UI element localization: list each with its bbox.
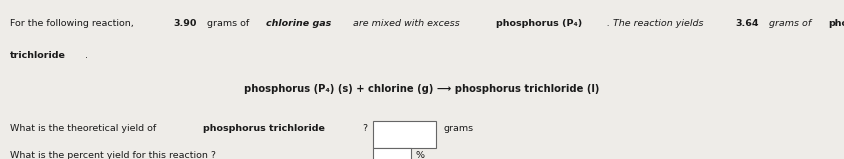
Text: phosphorus: phosphorus — [828, 19, 844, 28]
Text: phosphorus trichloride: phosphorus trichloride — [203, 124, 325, 133]
Text: are mixed with excess: are mixed with excess — [350, 19, 463, 28]
Text: . The reaction yields: . The reaction yields — [607, 19, 706, 28]
Text: .: . — [82, 51, 89, 60]
Text: 3.64: 3.64 — [735, 19, 759, 28]
Text: trichloride: trichloride — [10, 51, 66, 60]
Bar — [373, 121, 436, 148]
Text: chlorine gas: chlorine gas — [266, 19, 332, 28]
Text: 3.90: 3.90 — [174, 19, 197, 28]
Text: What is the percent yield for this reaction ?: What is the percent yield for this react… — [10, 151, 216, 159]
Text: What is the theoretical yield of: What is the theoretical yield of — [10, 124, 160, 133]
Text: grams: grams — [443, 124, 473, 133]
Text: grams of: grams of — [204, 19, 252, 28]
Text: phosphorus (P₄) (s) + chlorine (g) ⟶ phosphorus trichloride (l): phosphorus (P₄) (s) + chlorine (g) ⟶ pho… — [244, 84, 600, 94]
Text: grams of: grams of — [766, 19, 814, 28]
Bar — [373, 148, 411, 159]
Text: %: % — [415, 151, 425, 159]
Text: phosphorus (P₄): phosphorus (P₄) — [495, 19, 582, 28]
Text: For the following reaction,: For the following reaction, — [10, 19, 137, 28]
Text: ?: ? — [360, 124, 368, 133]
